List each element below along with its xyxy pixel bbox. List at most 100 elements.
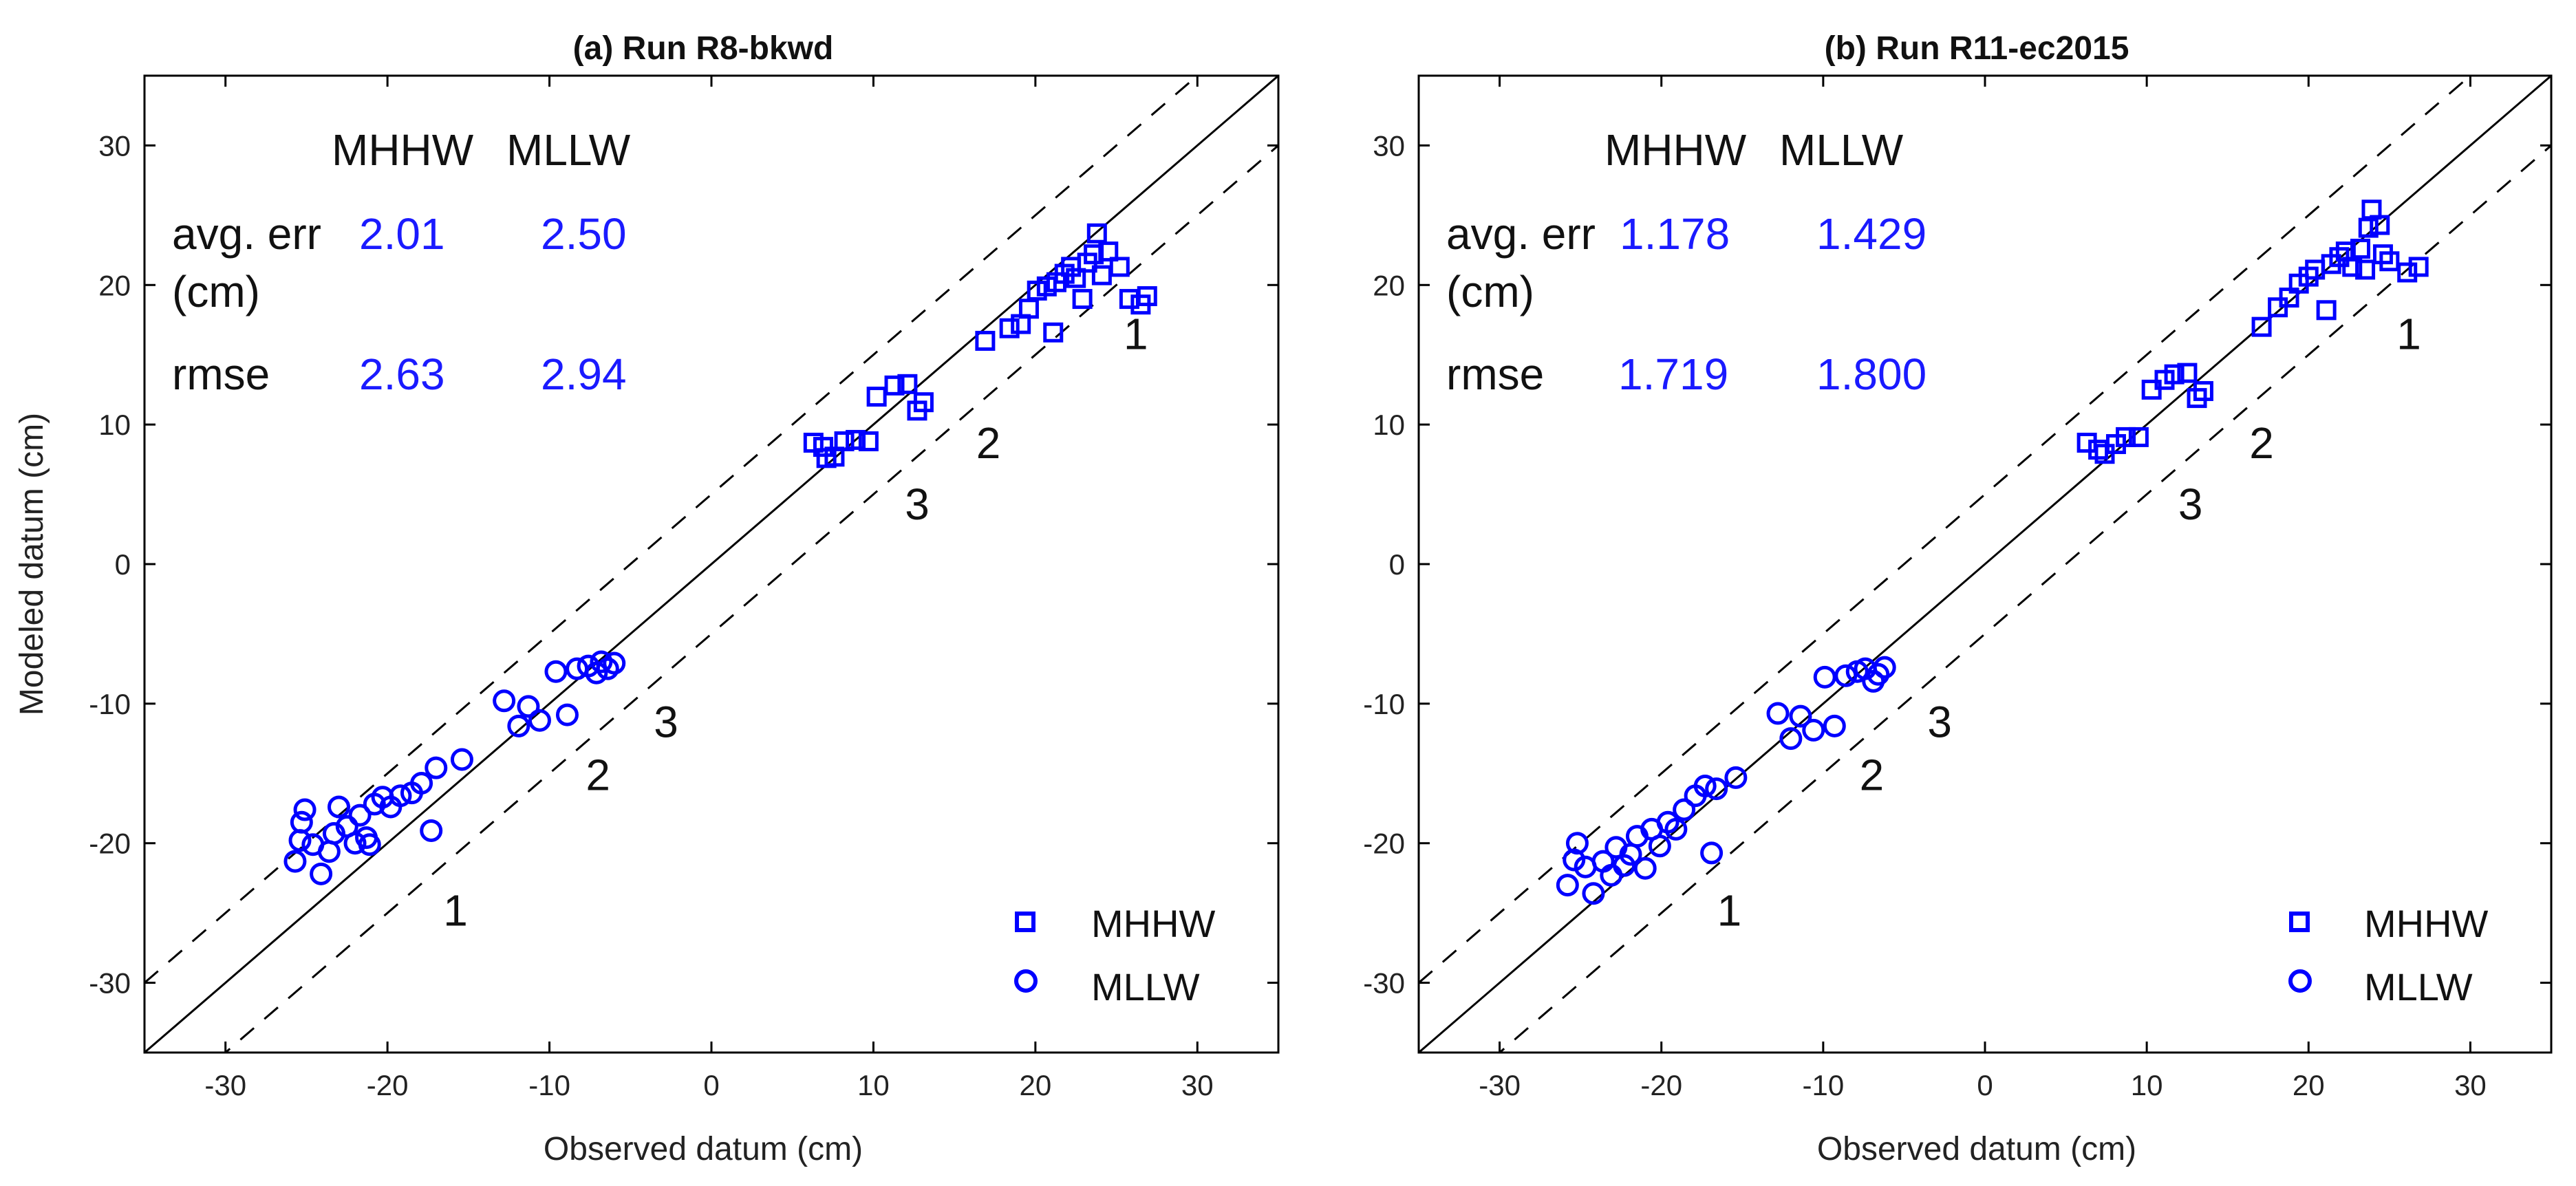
panel-b-stats-header-mhhw: MHHW	[1604, 125, 1747, 175]
mllw-point	[1834, 664, 1858, 687]
panel-a-avg-err-mllw: 2.50	[541, 209, 627, 259]
mhhw-point	[2370, 215, 2390, 235]
mllw-point	[1700, 841, 1724, 865]
panel-a-x-tick-label: 0	[703, 1069, 719, 1101]
mllw-point	[1582, 882, 1605, 905]
panel-a-y-tick-label: -20	[89, 828, 131, 860]
panel-a-avg-err-unit: (cm)	[172, 267, 260, 316]
mllw-point	[1648, 834, 1671, 858]
mllw-point	[1789, 704, 1812, 728]
panel-b-y-tick-label: 30	[1373, 129, 1405, 162]
panel-b-legend-mhhw-label: MHHW	[2364, 902, 2489, 945]
panel-b-x-tick-label: -10	[1803, 1069, 1845, 1101]
panel-b-x-tick-label: -20	[1640, 1069, 1682, 1101]
mhhw-point	[2397, 262, 2418, 283]
panel-b-avg-err-mhhw: 1.178	[1620, 209, 1730, 259]
panel-b-y-tick-label: 10	[1373, 409, 1405, 441]
panel-a-y-tick-label: 20	[98, 269, 131, 301]
panel-b-rmse-mhhw: 1.719	[1618, 349, 1728, 399]
mllw-point	[1802, 718, 1825, 742]
mllw-point	[283, 850, 307, 873]
panel-b-series-mhhw	[2076, 200, 2429, 464]
mhhw-point	[975, 330, 996, 351]
mhhw-point	[2408, 257, 2429, 277]
panel-b-y-tick-label: -20	[1363, 828, 1405, 860]
panel-a-y-tick-label: 0	[115, 548, 131, 581]
panel-b-stats-header-mllw: MLLW	[1779, 125, 1904, 175]
panel-a-legend: MHHW MLLW	[1014, 902, 1216, 1009]
mllw-point	[1823, 714, 1846, 737]
mhhw-point	[2355, 259, 2376, 280]
panel-b-x-axis-title: Observed datum (cm)	[1817, 1131, 2136, 1167]
mllw-point	[1556, 874, 1579, 897]
mhhw-point	[2128, 427, 2149, 447]
mllw-point	[348, 804, 372, 827]
mllw-point	[310, 862, 333, 885]
panel-a-avg-err-mhhw: 2.01	[359, 209, 445, 259]
panel-a-band-label: 1	[443, 885, 468, 935]
mllw-point	[1779, 727, 1803, 751]
panel-b-legend: MHHW MLLW	[2288, 902, 2489, 1009]
panel-a-y-tick-label: 30	[98, 129, 131, 162]
panel-b-avg-err-label: avg. err	[1446, 209, 1596, 259]
mllw-point	[1565, 832, 1589, 855]
mhhw-point	[2177, 363, 2198, 383]
mllw-point	[288, 829, 312, 852]
mllw-point	[358, 833, 381, 856]
mllw-point	[1873, 656, 1896, 679]
panel-b-x-tick-label: 30	[2454, 1069, 2487, 1101]
mllw-point	[389, 784, 412, 808]
panel-a-band-label: 1	[1124, 310, 1148, 359]
panel-a-band-label: 2	[586, 751, 610, 800]
panel-a-x-axis-title: Observed datum (cm)	[544, 1131, 863, 1167]
panel-a-rmse-mllw: 2.94	[541, 349, 627, 399]
panel-b-legend-square-marker	[2289, 912, 2310, 932]
mllw-point	[1563, 848, 1586, 872]
panel-b-band-label: 3	[1927, 698, 1952, 747]
mhhw-point	[2379, 251, 2400, 272]
panel-b: (b) Run R11-ec2015 -30 -20 -10 0 10 20 30-30-2…	[1363, 30, 2553, 1167]
panel-b-reference-lines	[1419, 76, 2551, 1053]
mhhw-point	[2350, 239, 2371, 259]
panel-b-one-to-one-line	[1419, 76, 2551, 1053]
mllw-point	[322, 822, 345, 845]
panel-b-x-tick-label: 10	[2131, 1069, 2163, 1101]
panel-b-rmse-mllw: 1.800	[1816, 349, 1926, 399]
mllw-point	[585, 661, 608, 684]
panel-b-stats-table: MHHW MLLW avg. err (cm) 1.178 1.429 rmse…	[1446, 125, 1926, 399]
mhhw-point	[884, 375, 905, 396]
panel-b-avg-err-mllw: 1.429	[1816, 209, 1926, 259]
mllw-point	[420, 819, 443, 842]
panel-b-x-tick-label: 20	[2293, 1069, 2325, 1101]
mllw-point	[1613, 854, 1636, 877]
panel-b-legend-circle-marker	[2288, 969, 2312, 993]
mhhw-point	[858, 431, 879, 451]
panel-a-rmse-mhhw: 2.63	[359, 349, 445, 399]
mllw-point	[450, 748, 473, 771]
panel-b-x-tick-label: 0	[1977, 1069, 1993, 1101]
panel-b-band-label: 3	[2178, 479, 2203, 529]
panel-a-legend-mllw-label: MLLW	[1091, 965, 1200, 1009]
mllw-point	[1664, 817, 1688, 841]
mhhw-point	[1137, 286, 1157, 307]
mllw-point	[290, 810, 313, 834]
panel-a-stats-header-mllw: MLLW	[506, 125, 631, 175]
mhhw-point	[1109, 257, 1130, 277]
panel-a-x-tick-label: 10	[857, 1069, 890, 1101]
panel-a-series-mllw	[283, 650, 626, 885]
mhhw-point	[2251, 316, 2272, 337]
panel-b-avg-err-unit: (cm)	[1446, 267, 1534, 316]
mllw-point	[328, 795, 351, 819]
panel-b-band-label: 1	[2396, 310, 2421, 359]
mllw-point	[590, 650, 613, 673]
mhhw-point	[897, 374, 918, 394]
panel-b-y-tick-label: -30	[1363, 967, 1405, 1000]
panel-a-x-tick-label: -20	[367, 1069, 409, 1101]
panel-a-legend-square-marker	[1015, 912, 1035, 932]
panel-a-upper-dashed-line	[144, 76, 1199, 984]
mhhw-point	[1084, 244, 1104, 265]
mhhw-point	[1119, 289, 1139, 310]
mllw-point	[507, 714, 530, 737]
mllw-point	[410, 771, 433, 795]
